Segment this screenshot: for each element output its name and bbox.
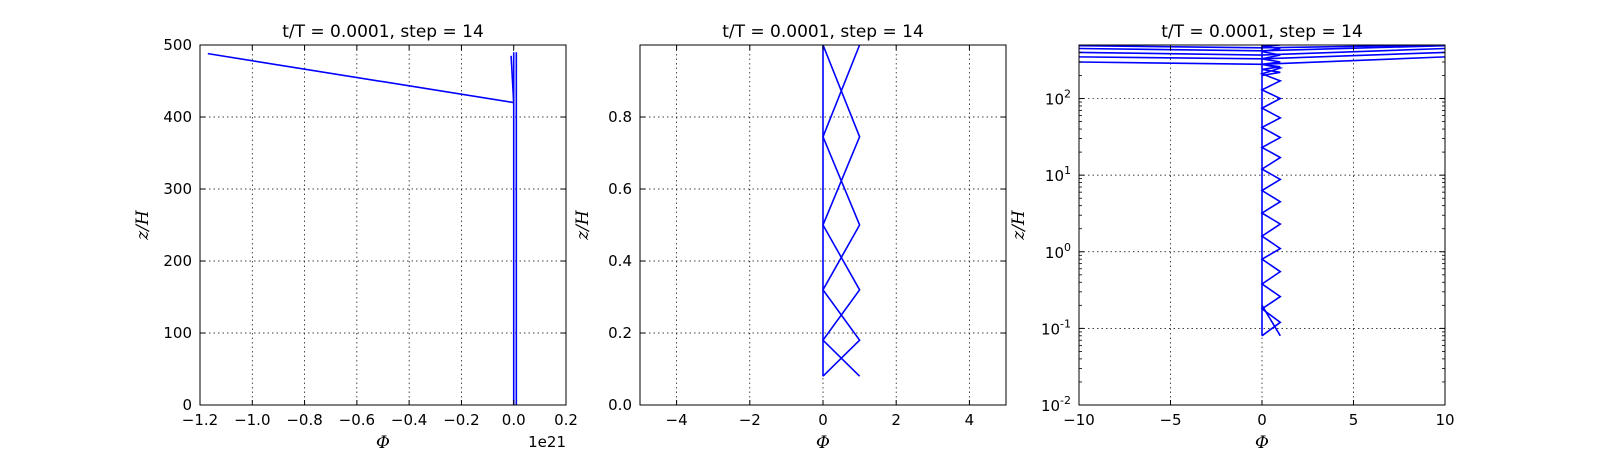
series-line-7 xyxy=(1079,45,1445,52)
x-tick-label: −10 xyxy=(1063,411,1095,429)
y-tick-label: 300 xyxy=(163,180,192,198)
x-tick-label: −0.8 xyxy=(286,411,322,429)
axes-frame xyxy=(199,44,567,406)
series-line-3 xyxy=(1261,304,1281,337)
x-axis-label: Φ xyxy=(376,433,390,450)
y-tick-label: 10-1 xyxy=(1041,317,1071,338)
x-tick-label: −4 xyxy=(666,411,688,429)
x-tick-label: −1.2 xyxy=(182,411,218,429)
series-line-2 xyxy=(1259,45,1284,337)
y-tick-label: 101 xyxy=(1045,164,1071,185)
x-axis-label: Φ xyxy=(1255,433,1269,450)
x-tick-label: −0.6 xyxy=(339,411,375,429)
y-axis-label: z/H xyxy=(573,209,593,241)
series-line-6 xyxy=(1079,47,1445,56)
x-tick-label: 0 xyxy=(1257,411,1267,429)
series-line-4 xyxy=(1079,56,1445,66)
chart-panel-2: −4 −2 0 2 4 0.0 0.2 0.4 0.6 0.8 t/T = 0.0001, step… xyxy=(573,22,1007,450)
x-tick-label: −0.4 xyxy=(391,411,427,429)
chart-title: t/T = 0.0001, step = 14 xyxy=(1161,22,1363,42)
y-tick-label: 0.0 xyxy=(608,396,632,414)
x-tick-label: 2 xyxy=(891,411,901,429)
chart-panel-1: −1.2 −1.0 −0.8 −0.6 −0.4 −0.2 0.0 0.2 0 100 200 300… xyxy=(133,22,578,450)
y-tick-label: 0.2 xyxy=(608,324,632,342)
y-tick-label: 100 xyxy=(1045,241,1071,262)
x-tick-label: −2 xyxy=(739,411,761,429)
series-group xyxy=(1079,45,1445,337)
x-tick-label: 10 xyxy=(1435,411,1454,429)
x-tick-label: 0.0 xyxy=(502,411,526,429)
x-tick-label: 4 xyxy=(965,411,975,429)
y-tick-label: 400 xyxy=(163,108,192,126)
y-axis-label: z/H xyxy=(1009,209,1029,241)
y-tick-label: 102 xyxy=(1045,88,1071,109)
y-axis-label: z/H xyxy=(133,209,153,241)
chart-panel-3: −10 −5 0 5 10 10-2 10-1 100 101 102 t/T = 0.0001, … xyxy=(1009,22,1455,450)
y-tick-label: 0.4 xyxy=(608,252,632,270)
x-tick-label: −1.0 xyxy=(234,411,270,429)
x-axis-label: Φ xyxy=(816,433,830,450)
chart-title: t/T = 0.0001, step = 14 xyxy=(282,22,484,42)
series-line-3 xyxy=(207,52,514,104)
y-tick-label: 500 xyxy=(163,36,192,54)
y-tick-label: 0.8 xyxy=(608,108,632,126)
y-tick-label: 100 xyxy=(163,324,192,342)
series-line-3 xyxy=(822,45,861,377)
x-offset-label: 1e21 xyxy=(528,433,566,450)
x-tick-label: −5 xyxy=(1159,411,1181,429)
y-tick-label: 10-2 xyxy=(1041,394,1071,415)
x-tick-label: −0.2 xyxy=(443,411,479,429)
chart-title: t/T = 0.0001, step = 14 xyxy=(722,22,924,42)
series-group xyxy=(207,52,518,405)
y-tick-label: 0 xyxy=(182,396,192,414)
series-line-2 xyxy=(821,45,861,377)
x-tick-label: 0 xyxy=(818,411,828,429)
series-line-5 xyxy=(1079,51,1445,60)
series-group xyxy=(821,45,861,377)
y-tick-label: 200 xyxy=(163,252,192,270)
x-tick-label: 0.2 xyxy=(554,411,578,429)
y-tick-label: 0.6 xyxy=(608,180,632,198)
x-tick-label: 5 xyxy=(1349,411,1359,429)
series-line-4 xyxy=(510,55,515,103)
